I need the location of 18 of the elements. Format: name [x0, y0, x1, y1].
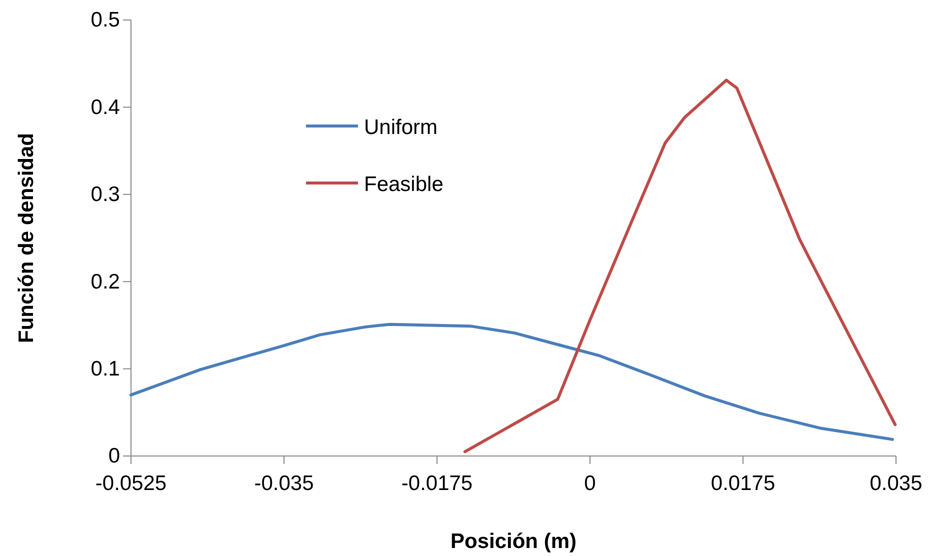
x-tick-label: 0.035: [870, 472, 922, 496]
x-tick-label: -0.0525: [95, 472, 167, 496]
x-axis-title: Posición (m): [450, 530, 577, 553]
y-tick-label: 0.4: [90, 96, 120, 119]
x-tick-label: -0.035: [254, 472, 314, 496]
legend-label: Feasible: [364, 173, 444, 196]
x-tick-label: -0.0175: [401, 472, 473, 496]
y-tick-label: 0.2: [90, 270, 120, 294]
y-axis-title: Función de densidad: [15, 132, 38, 344]
y-tick-label: 0.3: [90, 183, 120, 206]
x-tick-label: 0: [584, 472, 596, 496]
line-series: [463, 78, 897, 454]
legend-label: Uniform: [364, 116, 438, 139]
y-tick-label: 0: [108, 444, 120, 468]
y-tick-label: 0.5: [90, 8, 120, 32]
y-tick-label: 0.1: [90, 358, 120, 381]
x-tick-label: 0.0175: [710, 472, 776, 496]
line-series: [130, 322, 894, 441]
